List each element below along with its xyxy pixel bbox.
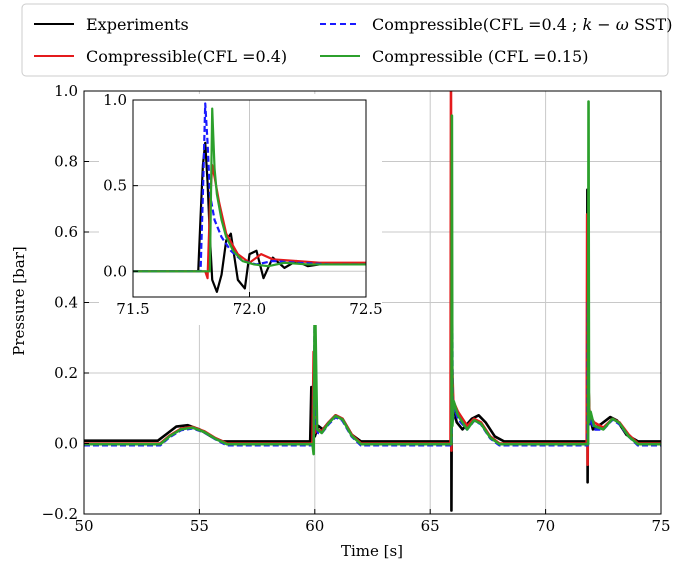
legend-entry-0: Experiments	[34, 15, 189, 34]
main-series-line-3	[84, 100, 661, 456]
inset-series-line-0	[133, 141, 366, 293]
inset-plot: 71.5 72.0 72.5 0.0 0.5 1.0	[99, 91, 383, 325]
main-ytick-label-4: 0.6	[54, 223, 78, 241]
legend-entry-1: Compressible(CFL =0.4)	[34, 47, 287, 66]
y-axis-label: Pressure [bar]	[10, 246, 28, 355]
main-ytick-label-5: 0.8	[54, 153, 78, 171]
legend-box	[21, 3, 669, 77]
main-ytick-label-2: 0.2	[54, 364, 78, 382]
legend-label-3: Compressible (CFL =0.15)	[372, 47, 588, 66]
inset-background	[99, 94, 382, 325]
inset-xtick-label-1: 72.0	[233, 300, 266, 318]
inset-xtick-label-0: 71.5	[116, 300, 149, 318]
main-ticks: 50 55 60 65 70 75 −0.2 0.0 0.2 0.4 0.6 0.8 1.0	[42, 82, 671, 535]
main-series	[84, 91, 661, 512]
inset-ytick-label-2: 1.0	[103, 91, 127, 109]
legend-label-2-math: k − ω	[582, 15, 628, 34]
inset-ytick-label-1: 0.5	[103, 177, 127, 195]
inset-series	[133, 102, 366, 293]
inset-ticks: 71.5 72.0 72.5 0.0 0.5 1.0	[103, 91, 383, 318]
legend-entry-2: Compressible(CFL =0.4 ; k − ω SST)	[320, 15, 672, 34]
main-xtick-label-4: 70	[536, 517, 555, 535]
legend-label-1: Compressible(CFL =0.4)	[86, 47, 287, 66]
main-xtick-label-1: 55	[190, 517, 209, 535]
main-xtick-label-3: 65	[421, 517, 440, 535]
legend-label-2: Compressible(CFL =0.4 ; k − ω SST)	[372, 15, 672, 34]
legend-label-0: Experiments	[86, 15, 189, 34]
legend: Experiments Compressible(CFL =0.4) Compr…	[21, 3, 672, 77]
inset-xtick-label-2: 72.5	[349, 300, 382, 318]
main-ytick-label-6: 1.0	[54, 82, 78, 100]
main-ytick-label-3: 0.4	[54, 294, 78, 312]
inset-ytick-label-0: 0.0	[103, 262, 127, 280]
legend-entry-3: Compressible (CFL =0.15)	[320, 47, 588, 66]
main-xtick-label-2: 60	[305, 517, 324, 535]
x-axis-label: Time [s]	[341, 542, 403, 560]
main-ytick-label-0: −0.2	[42, 505, 78, 523]
inset-series-line-3	[133, 107, 366, 273]
legend-label-2-suffix: SST)	[629, 15, 673, 34]
inset-series-line-2	[133, 102, 366, 273]
main-xtick-label-0: 50	[74, 517, 93, 535]
legend-label-2-prefix: Compressible(CFL =0.4 ;	[372, 15, 582, 34]
main-xtick-label-5: 75	[651, 517, 670, 535]
main-ytick-label-1: 0.0	[54, 435, 78, 453]
